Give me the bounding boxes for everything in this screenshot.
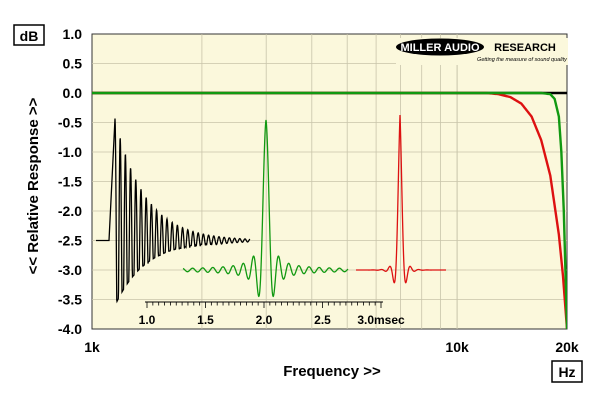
y-tick-label: -3.5 [58,292,82,308]
y-tick-label: 0.0 [63,85,83,101]
x-unit-box: Hz [551,360,583,383]
y-tick-label: 0.5 [63,56,83,72]
y-tick-label: -4.0 [58,321,82,337]
inset-tick-label: 2.0 [256,313,273,327]
inset-tick-label: 3.0msec [357,313,405,327]
x-unit-label: Hz [558,364,575,380]
y-tick-label: -1.5 [58,174,82,190]
x-axis-title: Frequency >> [283,363,381,380]
x-tick-labels: 1k 10k 20k [84,339,579,355]
y-tick-label: -0.5 [58,115,82,131]
x-tick-label: 10k [445,339,469,355]
inset-tick-label: 1.5 [197,313,214,327]
y-tick-label: -2.5 [58,233,82,249]
y-unit-label: dB [20,28,39,44]
impulse-trace-green [182,119,349,298]
logo-tagline: Getting the measure of sound quality [477,57,568,63]
inset-tick-label: 1.0 [139,313,156,327]
horizontal-gridlines [92,63,567,300]
logo-brand-left: MILLER AUDIO [400,42,479,54]
y-axis-title: << Relative Response >> [25,97,42,274]
miller-audio-research-logo: MILLER AUDIO RESEARCH Getting the measur… [396,38,568,65]
y-tick-label: -2.0 [58,203,82,219]
impulse-trace-red [356,114,446,284]
y-tick-label: -1.0 [58,144,82,160]
impulse-response-inset: 1.0 1.5 2.0 2.5 3.0msec [96,114,446,327]
inset-tick-label: 2.5 [314,313,331,327]
y-unit-box: dB [13,24,45,46]
series-line [92,91,567,329]
x-tick-label: 20k [555,339,579,355]
y-tick-label: 1.0 [63,26,83,42]
x-tick-label: 1k [84,339,100,355]
response-series [92,91,567,329]
impulse-trace-black [96,118,251,304]
y-tick-label: -3.0 [58,262,82,278]
logo-brand-right: RESEARCH [494,42,556,54]
y-tick-labels: 1.0 0.5 0.0 -0.5 -1.0 -1.5 -2.0 -2.5 -3.0 -3.5 -4.… [58,26,82,337]
